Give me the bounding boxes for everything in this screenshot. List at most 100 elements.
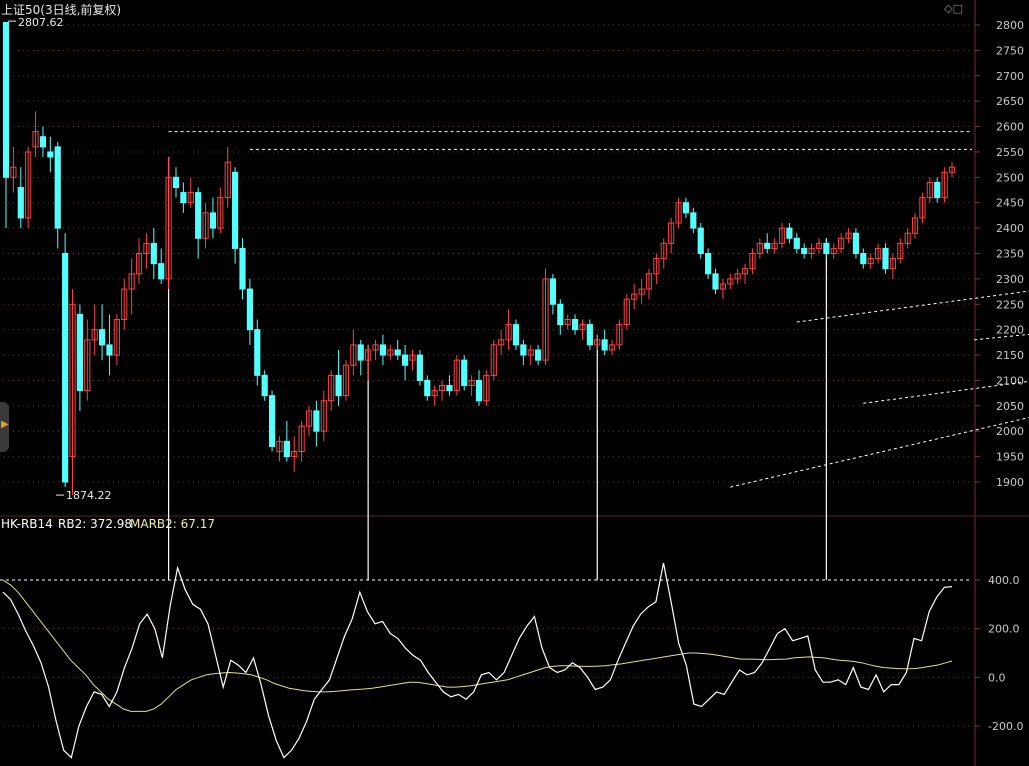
window-control-icons[interactable]: ◇□ bbox=[944, 2, 963, 15]
candle-body bbox=[490, 344, 497, 376]
candle-body bbox=[897, 242, 904, 260]
candle-body bbox=[579, 324, 586, 331]
price-tick-label: 2500 bbox=[996, 171, 1024, 184]
side-panel-handle[interactable]: ▶ bbox=[0, 402, 9, 452]
candle-body bbox=[608, 344, 616, 351]
candle-body bbox=[875, 247, 882, 260]
candle-body bbox=[461, 359, 468, 387]
candle-body bbox=[852, 232, 860, 254]
candle-body bbox=[10, 166, 17, 178]
candle-body bbox=[860, 253, 867, 265]
candle-body bbox=[911, 217, 919, 234]
candle-body bbox=[187, 192, 194, 204]
candle-body bbox=[808, 247, 815, 255]
candle-body bbox=[2, 21, 10, 178]
candle-body bbox=[867, 258, 874, 265]
candle-body bbox=[350, 344, 357, 366]
candle-body bbox=[76, 313, 83, 392]
candle-body bbox=[623, 298, 630, 326]
price-tick-label: 2100 bbox=[996, 374, 1024, 387]
candle-body bbox=[209, 212, 217, 229]
candle-body bbox=[786, 227, 793, 239]
price-tick-label: 2700 bbox=[996, 70, 1024, 83]
candle-body bbox=[283, 440, 290, 458]
candle-body bbox=[682, 202, 690, 214]
candle-body bbox=[32, 131, 39, 148]
candle-body bbox=[172, 176, 180, 188]
candle-body bbox=[520, 344, 527, 356]
candle-body bbox=[39, 136, 47, 148]
candle-body bbox=[135, 253, 143, 275]
candle-body bbox=[571, 319, 579, 331]
indicator-name: HK-RB14 bbox=[1, 517, 53, 531]
candle-body bbox=[712, 273, 719, 290]
candle-body bbox=[291, 451, 298, 458]
candle-body bbox=[557, 303, 564, 326]
candle-body bbox=[771, 242, 778, 249]
indicator-tick-label: 0.0 bbox=[988, 671, 1006, 684]
candle-body bbox=[305, 410, 313, 427]
candle-body bbox=[941, 171, 948, 199]
candle-body bbox=[379, 344, 387, 356]
candle-body bbox=[98, 329, 106, 346]
candle-body bbox=[106, 344, 113, 356]
candle-body bbox=[660, 242, 667, 260]
price-tick-label: 2600 bbox=[996, 121, 1024, 134]
candle-body bbox=[62, 253, 69, 483]
candle-body bbox=[438, 385, 446, 392]
candle-body bbox=[690, 212, 697, 229]
candle-body bbox=[239, 247, 246, 290]
candle-body bbox=[889, 258, 896, 270]
candle-body bbox=[128, 273, 135, 290]
candle-body bbox=[143, 242, 150, 255]
price-tick-label: 2300 bbox=[996, 273, 1024, 286]
candle-body bbox=[453, 359, 460, 392]
trend-channel-line bbox=[974, 333, 1029, 341]
price-tick-label: 2650 bbox=[996, 95, 1024, 108]
price-tick-label: 2450 bbox=[996, 197, 1024, 210]
high-price-label: 2807.62 bbox=[18, 16, 64, 29]
candle-body bbox=[601, 339, 608, 351]
candle-body bbox=[594, 339, 601, 346]
candle-body bbox=[764, 242, 771, 249]
price-tick-label: 2200 bbox=[996, 324, 1024, 337]
price-tick-label: 1950 bbox=[996, 451, 1024, 464]
rb2-line bbox=[2, 562, 953, 759]
trend-channel-line bbox=[730, 416, 1029, 488]
candle-body bbox=[232, 171, 239, 249]
candle-body bbox=[276, 440, 283, 453]
candle-body bbox=[535, 349, 542, 361]
candle-body bbox=[402, 354, 409, 366]
candle-body bbox=[845, 232, 852, 239]
candle-body bbox=[934, 181, 941, 199]
candle-body bbox=[505, 324, 512, 341]
candle-body bbox=[564, 319, 571, 326]
candle-body bbox=[741, 268, 749, 275]
candle-body bbox=[727, 278, 734, 285]
indicator-tick-label: -200.0 bbox=[988, 720, 1023, 733]
candle-body bbox=[254, 329, 261, 376]
price-tick-label: 2250 bbox=[996, 298, 1024, 311]
candle-body bbox=[328, 374, 335, 402]
candle-body bbox=[586, 324, 593, 346]
candle-body bbox=[815, 242, 823, 249]
candle-body bbox=[948, 166, 956, 173]
candle-body bbox=[246, 288, 253, 331]
candle-body bbox=[91, 329, 98, 341]
price-tick-label: 2400 bbox=[996, 222, 1024, 235]
candle-body bbox=[84, 339, 91, 392]
price-tick-label: 2750 bbox=[996, 44, 1024, 57]
candle-body bbox=[926, 181, 933, 199]
candle-body bbox=[882, 247, 889, 270]
candle-body bbox=[446, 385, 453, 392]
candle-body bbox=[645, 273, 653, 290]
candle-body bbox=[25, 151, 32, 219]
candle-body bbox=[47, 151, 54, 158]
price-tick-label: 1900 bbox=[996, 476, 1024, 489]
price-tick-label: 2800 bbox=[996, 19, 1024, 32]
candle-body bbox=[749, 253, 756, 270]
candle-body bbox=[424, 379, 431, 397]
candle-body bbox=[778, 227, 786, 244]
candle-body bbox=[113, 319, 120, 356]
